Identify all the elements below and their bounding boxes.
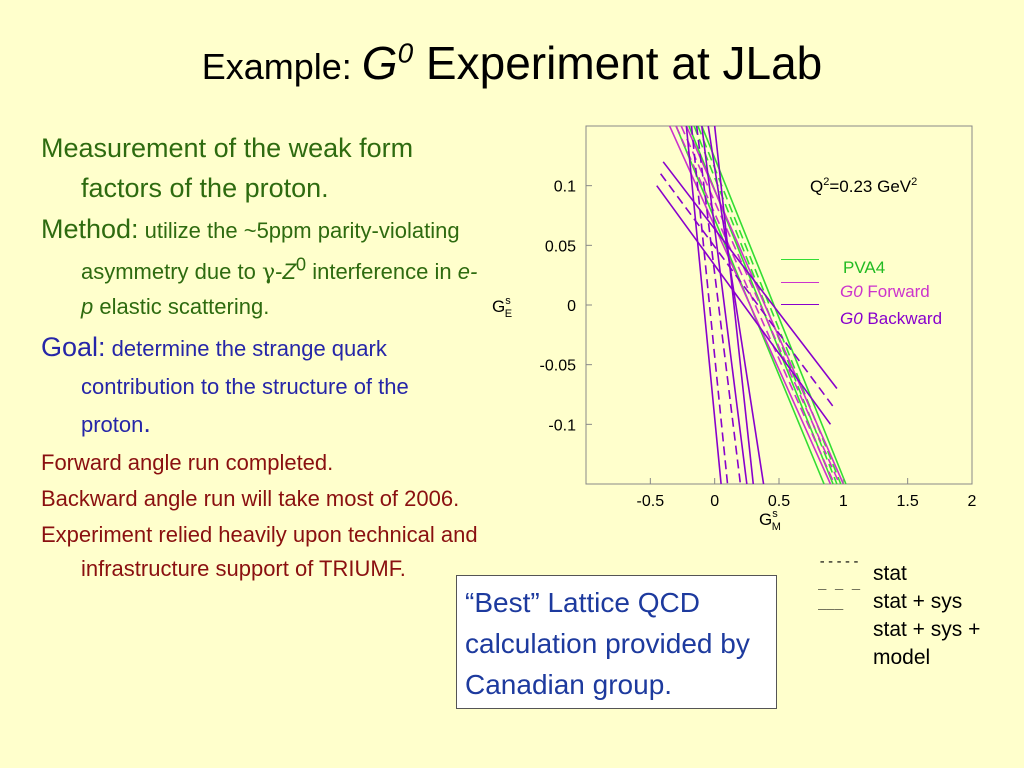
series-1-line-0 xyxy=(668,125,832,485)
label-stat-sys-model: stat + sys + model xyxy=(873,618,981,669)
series-lines xyxy=(656,125,847,485)
series-2-line-7 xyxy=(656,185,832,425)
legend-backward-label: Backward xyxy=(862,309,943,328)
y-tick-label: -0.1 xyxy=(548,417,576,434)
method-text: utilize the ~5ppm parity-violating asymm… xyxy=(81,218,477,319)
ylabel-sub: E xyxy=(505,308,512,320)
legend-line-pva4 xyxy=(781,259,819,260)
key-dashed: _ _ _ xyxy=(818,574,861,590)
key-dotted: ----- xyxy=(818,554,861,570)
xlabel-g: G xyxy=(759,510,772,529)
x-ticks: -0.5 0 0.5 1 1.5 2 xyxy=(637,478,977,510)
gamma-z-dash: - xyxy=(275,259,283,285)
annotation-q: Q xyxy=(810,177,823,196)
method-text-3: elastic scattering. xyxy=(93,294,270,320)
bullet-list: Measurement of the weak form factors of … xyxy=(41,128,481,586)
series-2-line-3 xyxy=(695,125,742,485)
xlabel-sub: M xyxy=(772,521,781,530)
series-2-line-8 xyxy=(659,173,834,407)
slide-title: Example: G0 Experiment at JLab xyxy=(0,36,1024,90)
annotation-gev-sup: 2 xyxy=(911,176,917,188)
bullet-forward: Forward angle run completed. xyxy=(41,450,334,476)
line-style-labels: stat stat + sys stat + sys + model xyxy=(873,560,1023,672)
goal-period: . xyxy=(143,408,151,439)
lattice-qcd-box: “Best” Lattice QCD calculation provided … xyxy=(456,575,777,709)
x-tick-label: 1 xyxy=(839,493,848,510)
xlabel-sup: s xyxy=(772,508,778,520)
ylabel-sup: s xyxy=(505,295,511,307)
ep-text: e-p xyxy=(81,259,478,320)
y-tick-label: -0.05 xyxy=(540,358,577,375)
x-tick-label: -0.5 xyxy=(637,493,665,510)
z-sup: 0 xyxy=(295,254,307,275)
z-symbol: Z xyxy=(282,259,296,285)
legend-line-g0-forward xyxy=(781,282,819,283)
goal-label: Goal: xyxy=(41,332,106,363)
gsm-gse-chart: -0.5 0 0.5 1 1.5 2 0.10.050-0.05-0.1 Q2=0.23 … xyxy=(492,125,977,530)
annotation-q2: Q2=0.23 GeV2 xyxy=(810,176,917,196)
series-2-line-5 xyxy=(713,125,755,485)
legend-g0-forward-g0: G0 xyxy=(840,282,863,301)
legend-g0-backward: G0 Backward xyxy=(840,309,942,329)
goal-text: determine the strange quark contribution… xyxy=(81,336,409,438)
label-stat-sys: stat + sys xyxy=(873,590,963,613)
key-solid: ___ xyxy=(818,594,844,610)
label-stat: stat xyxy=(873,562,907,585)
y-axis-label: Gs E xyxy=(492,295,512,320)
annotation-q-sup: 2 xyxy=(823,176,829,188)
method-text-2: interference in xyxy=(306,259,458,285)
legend-g0-backward-g0: G0 xyxy=(840,309,863,328)
y-tick-label: 0.05 xyxy=(545,238,576,255)
series-2-line-2 xyxy=(690,125,729,485)
x-tick-label: 1.5 xyxy=(897,493,919,510)
annotation-rest: =0.23 GeV xyxy=(829,177,911,196)
legend-forward-label: Forward xyxy=(862,282,930,301)
x-tick-label: 0.5 xyxy=(768,493,790,510)
title-g-letter: G xyxy=(361,37,398,89)
series-2-line-4 xyxy=(707,125,765,485)
series-1-line-3 xyxy=(680,125,841,485)
plot-frame xyxy=(585,125,973,485)
bullet-relied: Experiment relied heavily upon technical… xyxy=(41,522,478,582)
method-label: Method: xyxy=(41,214,139,244)
bullet-goal: Goal: determine the strange quark contri… xyxy=(41,330,481,444)
title-g-sup: 0 xyxy=(397,37,414,69)
legend-pva4: PVA4 xyxy=(843,258,886,277)
series-2-line-6 xyxy=(662,161,838,390)
legend-line-g0-backward xyxy=(781,304,819,305)
y-tick-label: 0.1 xyxy=(554,179,576,196)
y-tick-label: 0 xyxy=(567,298,576,315)
y-ticks: 0.1 0.05 0 -0.05 -0.1 xyxy=(540,179,592,434)
ylabel-g: G xyxy=(492,297,505,316)
x-tick-label: 2 xyxy=(968,493,977,510)
x-axis-label: Gs M xyxy=(759,508,781,530)
series-1-line-1 xyxy=(685,125,845,485)
series-1-line-2 xyxy=(675,125,836,485)
gamma-symbol: γ xyxy=(261,260,276,286)
line-style-key: ----- _ _ _ ___ xyxy=(818,552,860,612)
method-text-1: utilize the ~5ppm parity-violating asymm… xyxy=(81,218,460,285)
title-suffix: Experiment at JLab xyxy=(413,37,823,89)
series-2-line-1 xyxy=(701,125,748,485)
title-prefix: Example: xyxy=(201,46,362,87)
bullet-method: Method: utilize the ~5ppm parity-violati… xyxy=(41,214,481,324)
series-2-line-0 xyxy=(685,125,722,485)
title-g: G0 xyxy=(362,37,413,89)
bullet-measurement: Measurement of the weak form factors of … xyxy=(41,133,414,203)
bullet-backward: Backward angle run will take most of 200… xyxy=(41,486,460,512)
x-tick-label: 0 xyxy=(710,493,719,510)
legend-g0-forward: G0 Forward xyxy=(840,282,930,302)
